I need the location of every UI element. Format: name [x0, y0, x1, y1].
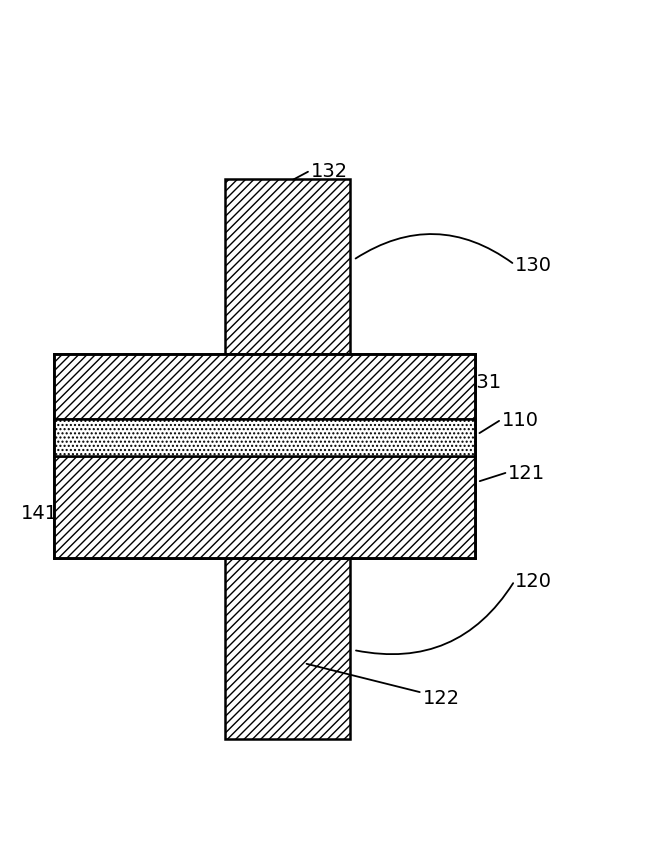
Bar: [225, 180, 350, 354]
Bar: [225, 558, 350, 739]
Bar: [53, 354, 475, 420]
Text: 122: 122: [422, 688, 460, 707]
Text: 132: 132: [310, 162, 348, 181]
Bar: [53, 420, 475, 456]
Text: 131: 131: [466, 372, 502, 392]
Bar: [350, 354, 475, 558]
Text: 121: 121: [508, 463, 545, 482]
Bar: [53, 456, 475, 558]
Bar: [53, 354, 225, 558]
Text: 120: 120: [515, 572, 552, 590]
Text: 110: 110: [502, 410, 538, 429]
Text: 141: 141: [21, 504, 58, 523]
Text: 130: 130: [515, 256, 552, 275]
